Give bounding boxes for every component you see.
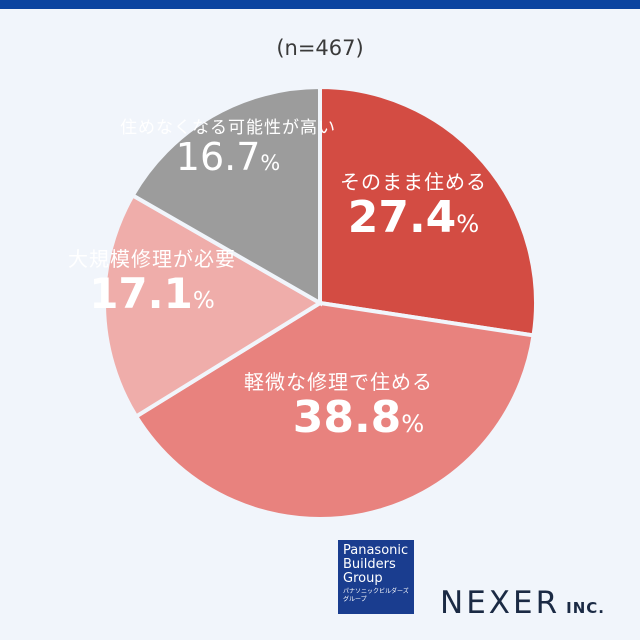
- slice-label-sonomama: そのまま住める 27.4%: [340, 170, 487, 243]
- pie-slice: [129, 84, 322, 307]
- slice-label-sumenaku: 住めなくなる可能性が高い 16.7%: [120, 118, 336, 179]
- sample-size-label: (n=467): [276, 36, 364, 60]
- slice-label-keibi: 軽微な修理で住める 38.8%: [244, 370, 433, 443]
- slice-label-daikibo: 大規模修理が必要 17.1%: [68, 247, 236, 318]
- panasonic-builders-logo: Panasonic Builders Group パナソニックビルダーズグループ: [338, 540, 414, 614]
- pie-slice: [318, 84, 538, 338]
- top-bar: [0, 0, 640, 9]
- pie-slice: [102, 192, 324, 420]
- nexer-logo: NEXER INC.: [440, 585, 605, 621]
